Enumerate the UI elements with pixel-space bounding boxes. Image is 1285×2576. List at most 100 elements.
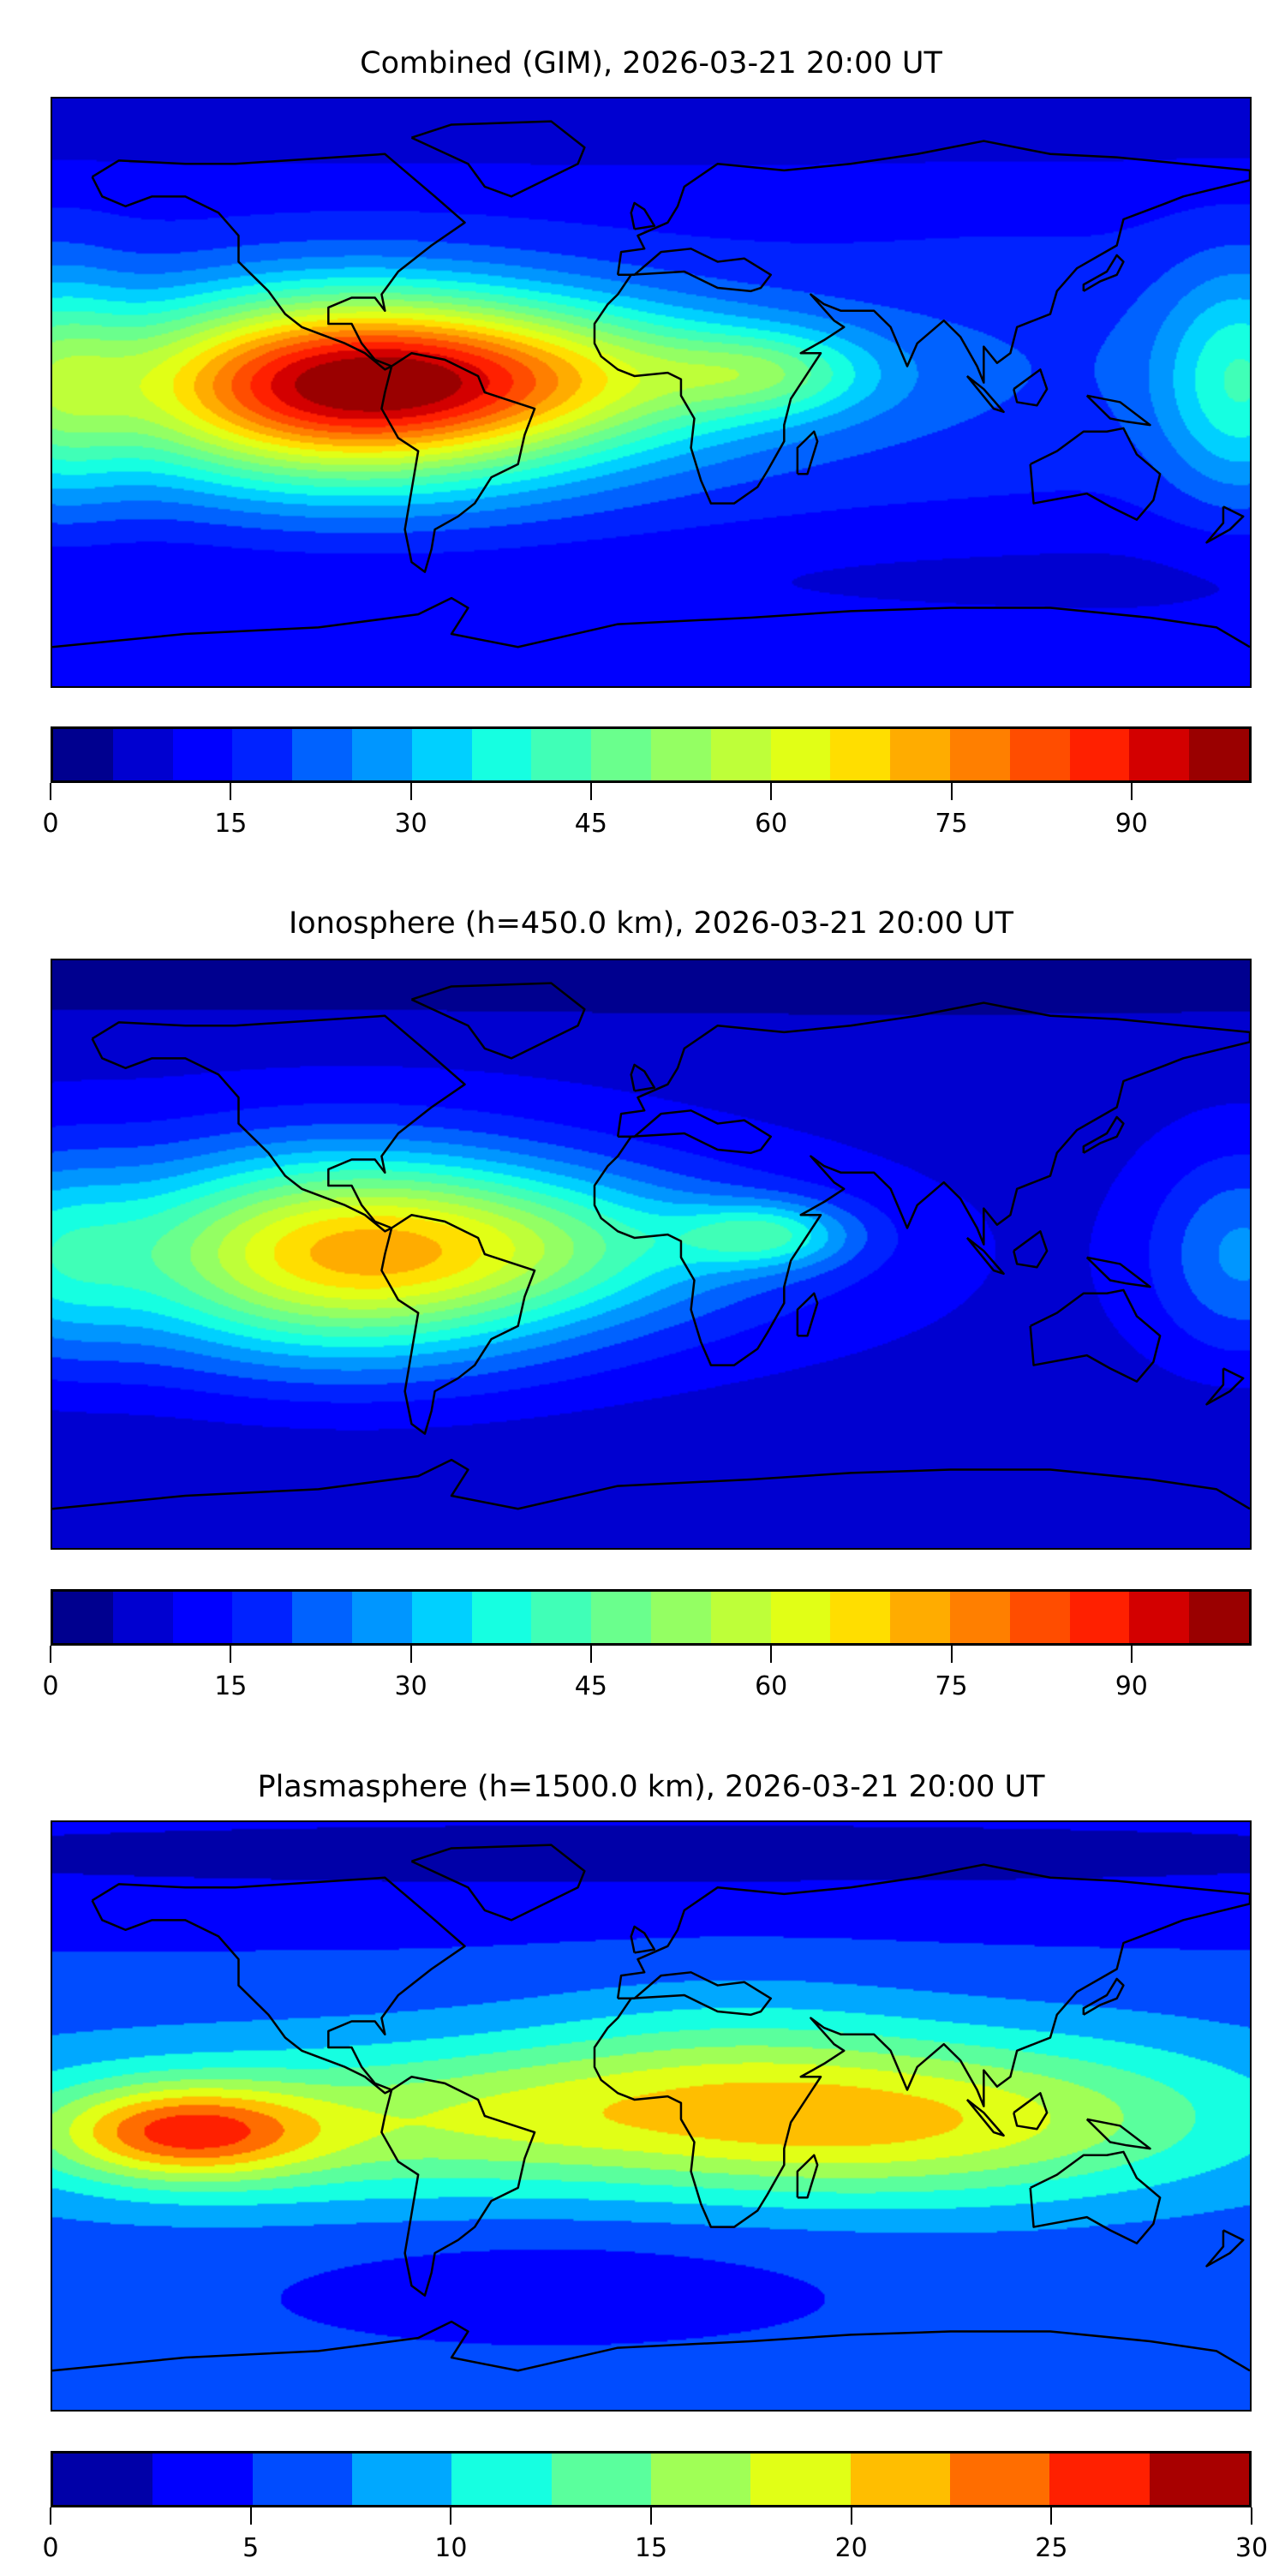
colorbar-bin (1189, 729, 1249, 780)
colorbar-bin (172, 729, 233, 780)
coast-japan (1084, 255, 1124, 291)
colorbar-tick-mark (1130, 783, 1133, 800)
colorbar-bin (830, 729, 891, 780)
coast-antarctica (52, 2322, 1250, 2370)
coast-borneo (1013, 2093, 1047, 2129)
coast-uk (631, 203, 654, 229)
colorbar-bin (949, 729, 1010, 780)
colorbar-tick-label: 60 (755, 1671, 788, 1701)
colorbar-bin (830, 1592, 891, 1643)
colorbar-tick-mark (850, 2507, 852, 2525)
coast-eurasia-africa (595, 1003, 1250, 1366)
colorbar-tick-mark (50, 2507, 51, 2525)
coast-australia (1031, 428, 1160, 520)
colorbar-tick-mark (950, 783, 953, 800)
panel-title-ionosphere: Ionosphere (h=450.0 km), 2026-03-21 20:0… (288, 906, 1014, 941)
colorbar-tick-label: 10 (434, 2533, 468, 2563)
colorbar-tick-mark (1251, 2507, 1252, 2525)
colorbar-bin (1009, 729, 1070, 780)
colorbar-bin (232, 729, 293, 780)
colorbar-tick-label: 0 (42, 2533, 59, 2563)
tec-field-canvas (52, 960, 1250, 1548)
colorbar-bin (351, 2453, 452, 2505)
colorbar-bin (949, 1592, 1010, 1643)
coast-australia (1031, 1290, 1160, 1382)
colorbar-tick-label: 30 (1234, 2533, 1269, 2563)
colorbar-bin (172, 1592, 233, 1643)
colorbar-tick-label: 90 (1115, 1671, 1148, 1701)
colorbar-tick-mark (450, 2507, 452, 2525)
coastlines (52, 960, 1250, 1548)
colorbar-bin (650, 2453, 751, 2505)
coast-greenland (411, 983, 584, 1059)
colorbar-bin (471, 729, 532, 780)
coast-north-america (93, 1016, 465, 1232)
colorbar-bin (890, 1592, 950, 1643)
colorbar-bin (710, 1592, 771, 1643)
coast-japan (1084, 1117, 1124, 1153)
coast-sumatra (967, 1238, 1004, 1274)
colorbar-bin (850, 2453, 950, 2505)
colorbar-tick-label: 75 (935, 1671, 968, 1701)
coastlines (52, 99, 1250, 686)
colorbar-tick-mark (589, 1646, 592, 1663)
colorbar-tick-label: 45 (574, 1671, 607, 1701)
colorbar-bin (949, 2453, 1050, 2505)
colorbar-plasmasphere (51, 2451, 1252, 2507)
colorbar-bin (53, 2453, 153, 2505)
colorbar-tick-label: 5 (242, 2533, 260, 2563)
coastlines (52, 1822, 1250, 2410)
colorbar-bin (591, 729, 651, 780)
colorbar-tick-mark (650, 2507, 652, 2525)
coast-north-america (93, 1878, 465, 2094)
colorbar-tick-label: 0 (42, 1671, 59, 1701)
colorbar-tick-mark (50, 1646, 51, 1663)
colorbar-bin (1049, 2453, 1150, 2505)
colorbar-bin (1009, 1592, 1070, 1643)
colorbar-bin (292, 1592, 352, 1643)
coast-new-zealand (1207, 506, 1244, 542)
coast-greenland (411, 1845, 584, 1921)
colorbar-tick-label: 25 (1035, 2533, 1068, 2563)
colorbar-tick-mark (950, 1646, 953, 1663)
colorbar-tick-label: 30 (394, 1671, 427, 1701)
colorbar-tick-mark (589, 783, 592, 800)
colorbar-tick-label: 15 (634, 2533, 668, 2563)
colorbar-bin (890, 729, 950, 780)
coast-greenland (411, 122, 584, 197)
colorbar-bin (411, 729, 472, 780)
colorbar-bin (112, 729, 173, 780)
colorbar-bin (1149, 2453, 1249, 2505)
colorbar-bin (292, 729, 352, 780)
panel-title-plasmasphere: Plasmasphere (h=1500.0 km), 2026-03-21 2… (257, 1770, 1045, 1804)
colorbar-bin (531, 729, 592, 780)
colorbar-ticks-plasmasphere: 0 5 10 15 20 25 30 (42, 2507, 1268, 2576)
colorbar-bin (650, 1592, 711, 1643)
coast-uk (631, 1065, 654, 1091)
colorbar-bin (451, 2453, 552, 2505)
colorbar-bin (232, 1592, 293, 1643)
colorbar-bin (770, 729, 831, 780)
coast-south-america (381, 1215, 535, 1433)
colorbar-bin (152, 2453, 253, 2505)
coast-antarctica (52, 1460, 1250, 1509)
colorbar-combined (51, 726, 1252, 783)
colorbar-tick-mark (1050, 2507, 1053, 2525)
coast-australia (1031, 2152, 1160, 2244)
panel-title-combined: Combined (GIM), 2026-03-21 20:00 UT (360, 46, 942, 81)
colorbar-tick-label: 90 (1115, 809, 1148, 839)
colorbar-ionosphere (51, 1589, 1252, 1646)
tec-field-canvas (52, 1822, 1250, 2410)
coast-eurasia-africa (595, 1865, 1250, 2227)
coast-new-zealand (1207, 2230, 1244, 2266)
colorbar-tick-mark (770, 1646, 773, 1663)
colorbar-bin (1129, 1592, 1190, 1643)
coast-uk (631, 1927, 654, 1952)
colorbar-tick-mark (1130, 1646, 1133, 1663)
colorbar-tick-label: 60 (755, 809, 788, 839)
colorbar-tick-mark (50, 783, 51, 800)
colorbar-tick-label: 20 (834, 2533, 868, 2563)
coast-antarctica (52, 598, 1250, 647)
colorbar-bin (53, 1592, 113, 1643)
colorbar-bin (53, 729, 113, 780)
